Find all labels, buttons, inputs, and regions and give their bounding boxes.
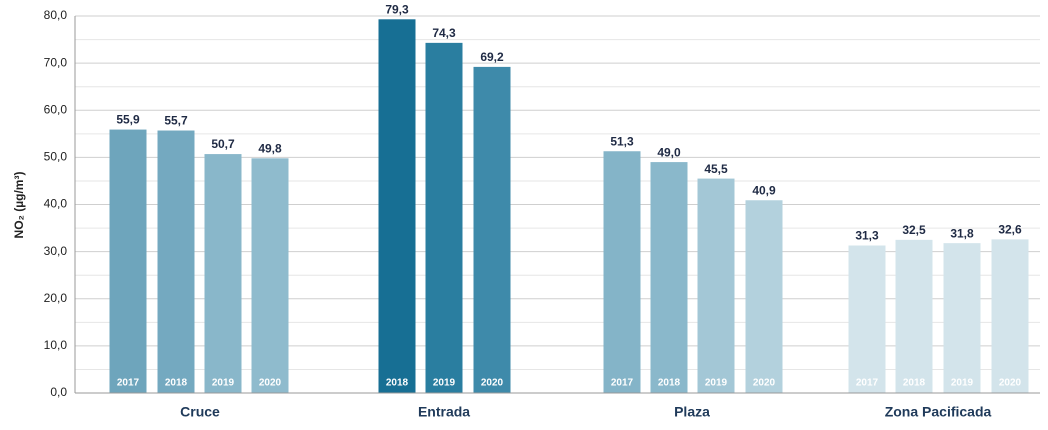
year-label: 2017 [117,378,140,389]
value-label: 32,6 [998,223,1022,237]
y-tick-label: 70,0 [44,55,68,69]
value-label: 69,2 [480,50,504,64]
group-label: Cruce [180,404,220,420]
bar [650,162,688,393]
year-label: 2018 [903,378,926,389]
y-tick-label: 20,0 [44,291,68,305]
bar [848,245,886,393]
value-label: 50,7 [211,137,235,151]
value-label: 51,3 [610,134,634,148]
bar [204,154,242,393]
value-label: 55,7 [164,114,188,128]
bar [473,66,511,394]
bar [425,42,463,393]
year-label: 2020 [259,378,282,389]
y-tick-label: 0,0 [50,385,67,399]
bar [109,129,147,394]
value-label: 55,9 [116,113,140,127]
bar [943,243,981,393]
value-label: 31,3 [855,229,879,243]
y-tick-label: 50,0 [44,150,68,164]
y-tick-label: 40,0 [44,197,68,211]
value-label: 31,8 [950,226,974,240]
year-label: 2019 [705,378,728,389]
year-label: 2020 [753,378,776,389]
value-label: 79,3 [385,2,409,16]
bar [745,200,783,393]
year-label: 2018 [658,378,681,389]
year-label: 2017 [856,378,879,389]
value-label: 49,0 [657,145,681,159]
y-tick-label: 30,0 [44,244,68,258]
year-label: 2019 [433,378,456,389]
year-label: 2017 [611,378,634,389]
y-tick-label: 10,0 [44,338,68,352]
group-label: Entrada [418,404,470,420]
value-label: 40,9 [752,183,776,197]
bar [251,158,289,393]
bar [895,239,933,393]
year-label: 2020 [999,378,1022,389]
bar [378,19,416,394]
bar [697,178,735,393]
value-label: 32,5 [902,223,926,237]
y-tick-label: 80,0 [44,8,68,22]
year-label: 2020 [481,378,504,389]
bar [991,239,1029,393]
value-label: 74,3 [432,26,456,40]
year-label: 2019 [212,378,235,389]
group-label: Plaza [674,404,710,420]
group-label: Zona Pacificada [885,404,992,420]
value-label: 49,8 [258,141,282,155]
year-label: 2018 [386,378,409,389]
y-axis-label: NO₂ (µg/m³) [12,172,26,239]
bar [603,151,641,393]
year-label: 2019 [951,378,974,389]
year-label: 2018 [165,378,188,389]
y-tick-label: 60,0 [44,102,68,116]
value-label: 45,5 [704,162,728,176]
bar [157,130,195,394]
